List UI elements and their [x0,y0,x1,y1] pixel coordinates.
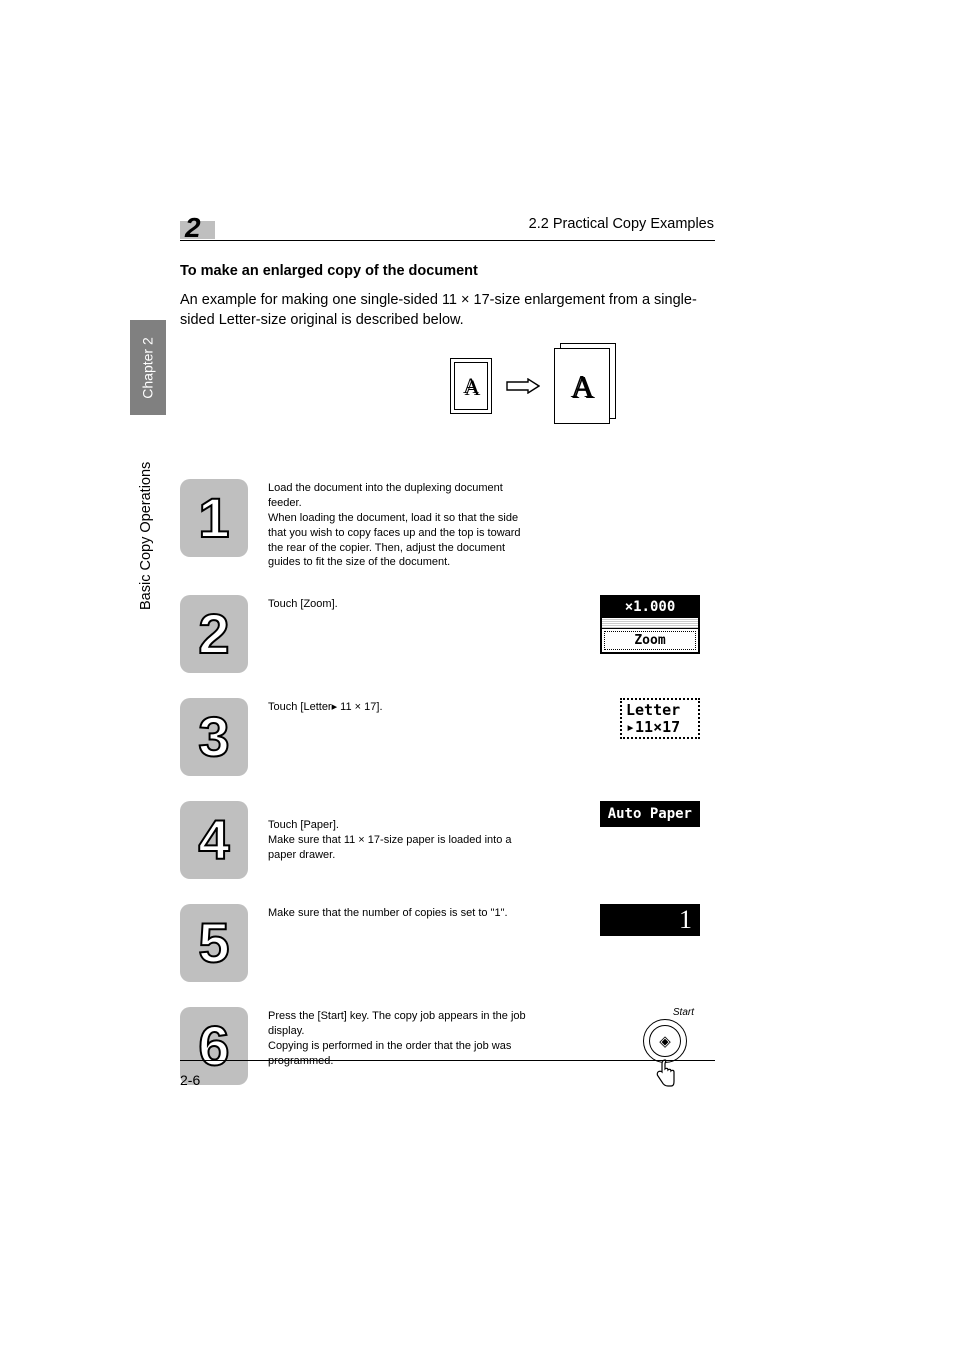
step-4: 4 Touch [Paper]. Make sure that 11 × 17-… [180,801,700,879]
step-3: 3 Touch [Letter▸ 11 × 17]. Letter ▸11×17 [180,698,700,776]
chapter-tab-label: Chapter 2 [140,337,156,398]
start-label: Start [673,1007,694,1018]
book-title-vertical: Basic Copy Operations [138,462,154,610]
step-number-badge: 1 [180,479,248,557]
start-button-outer: ◈ [643,1019,687,1063]
zoom-display-graphic: ×1.000 Zoom [600,595,700,654]
letter-size-graphic: Letter ▸11×17 [620,698,700,739]
zoom-value: ×1.000 [602,597,698,617]
step-number-badge: 3 [180,698,248,776]
letter-line1: Letter [626,702,694,719]
copies-display-graphic: 1 [600,904,700,936]
zoom-button-label: Zoom [604,631,696,650]
step-5: 5 Make sure that the number of copies is… [180,904,700,982]
section-heading: To make an enlarged copy of the document [180,263,880,279]
step-text: Make sure that the number of copies is s… [268,904,528,921]
letter-line2: ▸11×17 [626,719,694,736]
step-1: 1 Load the document into the duplexing d… [180,479,700,570]
start-button-inner: ◈ [649,1025,681,1057]
intro-paragraph: An example for making one single-sided 1… [180,291,700,330]
step-number-badge: 4 [180,801,248,879]
start-button-graphic: Start ◈ [630,1007,700,1088]
step-text: Load the document into the duplexing doc… [268,479,528,570]
original-doc-icon: A [450,358,492,414]
step-text: Touch [Zoom]. [268,595,528,612]
chapter-tab: Chapter 2 [130,320,166,415]
step-number-badge: 2 [180,595,248,673]
arrow-right-icon [506,378,540,394]
step-text: Touch [Letter▸ 11 × 17]. [268,698,528,715]
step-6: 6 Press the [Start] key. The copy job ap… [180,1007,700,1088]
pointing-hand-icon [652,1058,678,1088]
enlargement-diagram: A A [270,348,790,424]
step-number-badge: 5 [180,904,248,982]
step-text: Touch [Paper]. Make sure that 11 × 17-si… [268,801,528,862]
footer-rule [180,1060,715,1061]
page-number: 2-6 [180,1072,200,1088]
auto-paper-graphic: Auto Paper [600,801,700,827]
enlarged-doc-icon: A [554,348,610,424]
step-2: 2 Touch [Zoom]. ×1.000 Zoom [180,595,700,673]
